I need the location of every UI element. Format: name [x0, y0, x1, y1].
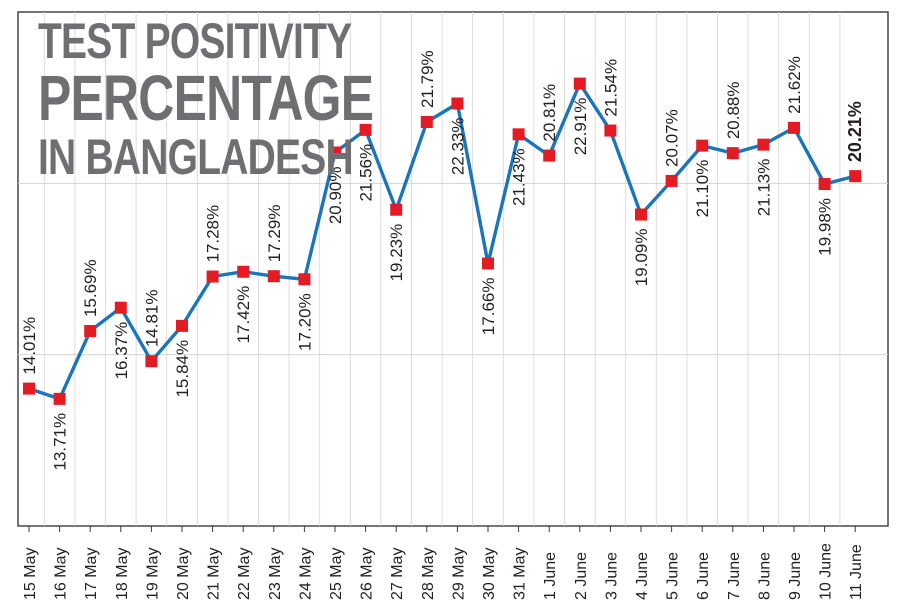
x-tick-label: 27 May: [389, 548, 406, 600]
data-label: 21.56%: [357, 144, 376, 202]
x-tick-label: 29 May: [450, 548, 467, 600]
data-point-marker: [267, 270, 280, 283]
x-tick-label: 22 May: [236, 548, 253, 600]
data-label: 19.98%: [816, 198, 835, 256]
x-tick-label: 15 May: [22, 548, 39, 600]
data-point-marker: [696, 139, 709, 152]
data-label: 15.84%: [173, 340, 192, 398]
x-tick-label: 19 May: [144, 548, 161, 600]
data-point-marker: [543, 149, 556, 162]
data-label: 17.42%: [234, 286, 253, 344]
data-label: 20.21%: [845, 101, 865, 162]
data-point-marker: [84, 325, 97, 338]
data-label: 17.28%: [204, 205, 223, 263]
data-label: 20.07%: [663, 109, 682, 167]
x-tick-label: 17 May: [83, 548, 100, 600]
data-label: 14.81%: [142, 290, 161, 348]
data-point-marker: [23, 382, 35, 395]
data-point-marker: [329, 146, 341, 159]
x-tick-label: 23 May: [267, 548, 284, 600]
data-label: 17.29%: [265, 205, 284, 263]
data-label: 16.37%: [112, 322, 131, 380]
data-point-marker: [114, 301, 127, 314]
data-label: 21.13%: [754, 159, 773, 217]
data-label: 21.43%: [510, 148, 529, 206]
data-point-marker: [482, 257, 494, 270]
x-tick-label: 25 May: [328, 548, 345, 600]
x-tick-label: 10 June: [818, 543, 835, 600]
data-label: 20.90%: [326, 166, 345, 224]
data-label: 15.69%: [81, 259, 100, 317]
data-label: 21.10%: [693, 160, 712, 218]
data-point-marker: [849, 170, 862, 183]
x-tick-label: 26 May: [359, 548, 376, 600]
data-label: 20.81%: [540, 84, 559, 142]
data-point-marker: [512, 128, 525, 141]
data-point-marker: [573, 77, 586, 90]
data-label: 21.54%: [601, 59, 620, 117]
data-label: 17.20%: [295, 293, 314, 351]
chart-title-line-1: TEST POSITIVITY: [38, 13, 352, 69]
data-point-marker: [298, 273, 311, 286]
x-tick-label: 6 June: [695, 552, 712, 600]
x-tick-label: 28 May: [420, 548, 437, 600]
x-tick-label: 2 June: [573, 552, 590, 600]
data-label: 14.01%: [20, 317, 39, 375]
x-tick-label: 5 June: [665, 552, 682, 600]
data-label: 22.91%: [571, 98, 590, 156]
x-tick-label: 16 May: [53, 548, 70, 600]
data-point-marker: [420, 115, 433, 128]
data-label: 22.33%: [448, 117, 467, 175]
x-tick-label: 11 June: [848, 544, 865, 600]
data-point-marker: [145, 355, 158, 368]
data-label: 20.88%: [724, 82, 743, 140]
data-point-marker: [206, 270, 219, 283]
data-label: 19.09%: [632, 229, 651, 287]
x-tick-label: 7 June: [726, 552, 743, 600]
data-label: 19.23%: [387, 224, 406, 282]
chart-title-line-2: PERCENTAGE: [38, 62, 374, 134]
x-tick-label: 20 May: [175, 548, 192, 600]
data-point-marker: [237, 265, 250, 278]
data-point-marker: [635, 208, 647, 221]
data-point-marker: [757, 138, 770, 151]
x-tick-label: 9 June: [787, 552, 804, 600]
plot-frame: [17, 11, 889, 527]
data-point-marker: [604, 124, 617, 137]
data-point-marker: [176, 319, 188, 332]
data-label: 13.71%: [51, 413, 70, 471]
data-point-marker: [53, 392, 66, 405]
series-line: [28, 81, 856, 401]
data-point-marker: [665, 174, 678, 187]
x-tick-label: 21 May: [206, 548, 223, 600]
x-tick-label: 4 June: [634, 552, 651, 600]
data-point-marker: [359, 123, 372, 136]
x-tick-label: 3 June: [603, 552, 620, 600]
data-label: 21.62%: [785, 56, 804, 114]
data-label: 17.66%: [479, 278, 498, 336]
data-point-marker: [451, 97, 464, 110]
x-tick-label: 31 May: [512, 548, 529, 600]
chart-title-line-3: IN BANGLADESH: [38, 129, 354, 185]
x-tick-label: 30 May: [481, 548, 498, 600]
data-point-marker: [788, 121, 800, 134]
data-label: 21.79%: [418, 50, 437, 108]
x-tick-label: 18 May: [114, 548, 131, 600]
x-tick-label: 8 June: [756, 552, 773, 600]
x-tick-label: 24 May: [297, 548, 314, 600]
data-point-marker: [390, 203, 403, 216]
data-point-marker: [726, 147, 739, 160]
x-tick-label: 1 June: [542, 552, 559, 600]
data-point-marker: [818, 178, 831, 191]
